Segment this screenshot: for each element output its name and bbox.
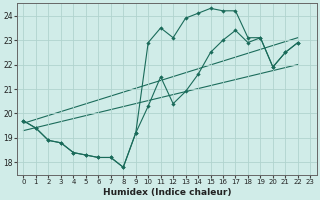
- X-axis label: Humidex (Indice chaleur): Humidex (Indice chaleur): [103, 188, 231, 197]
